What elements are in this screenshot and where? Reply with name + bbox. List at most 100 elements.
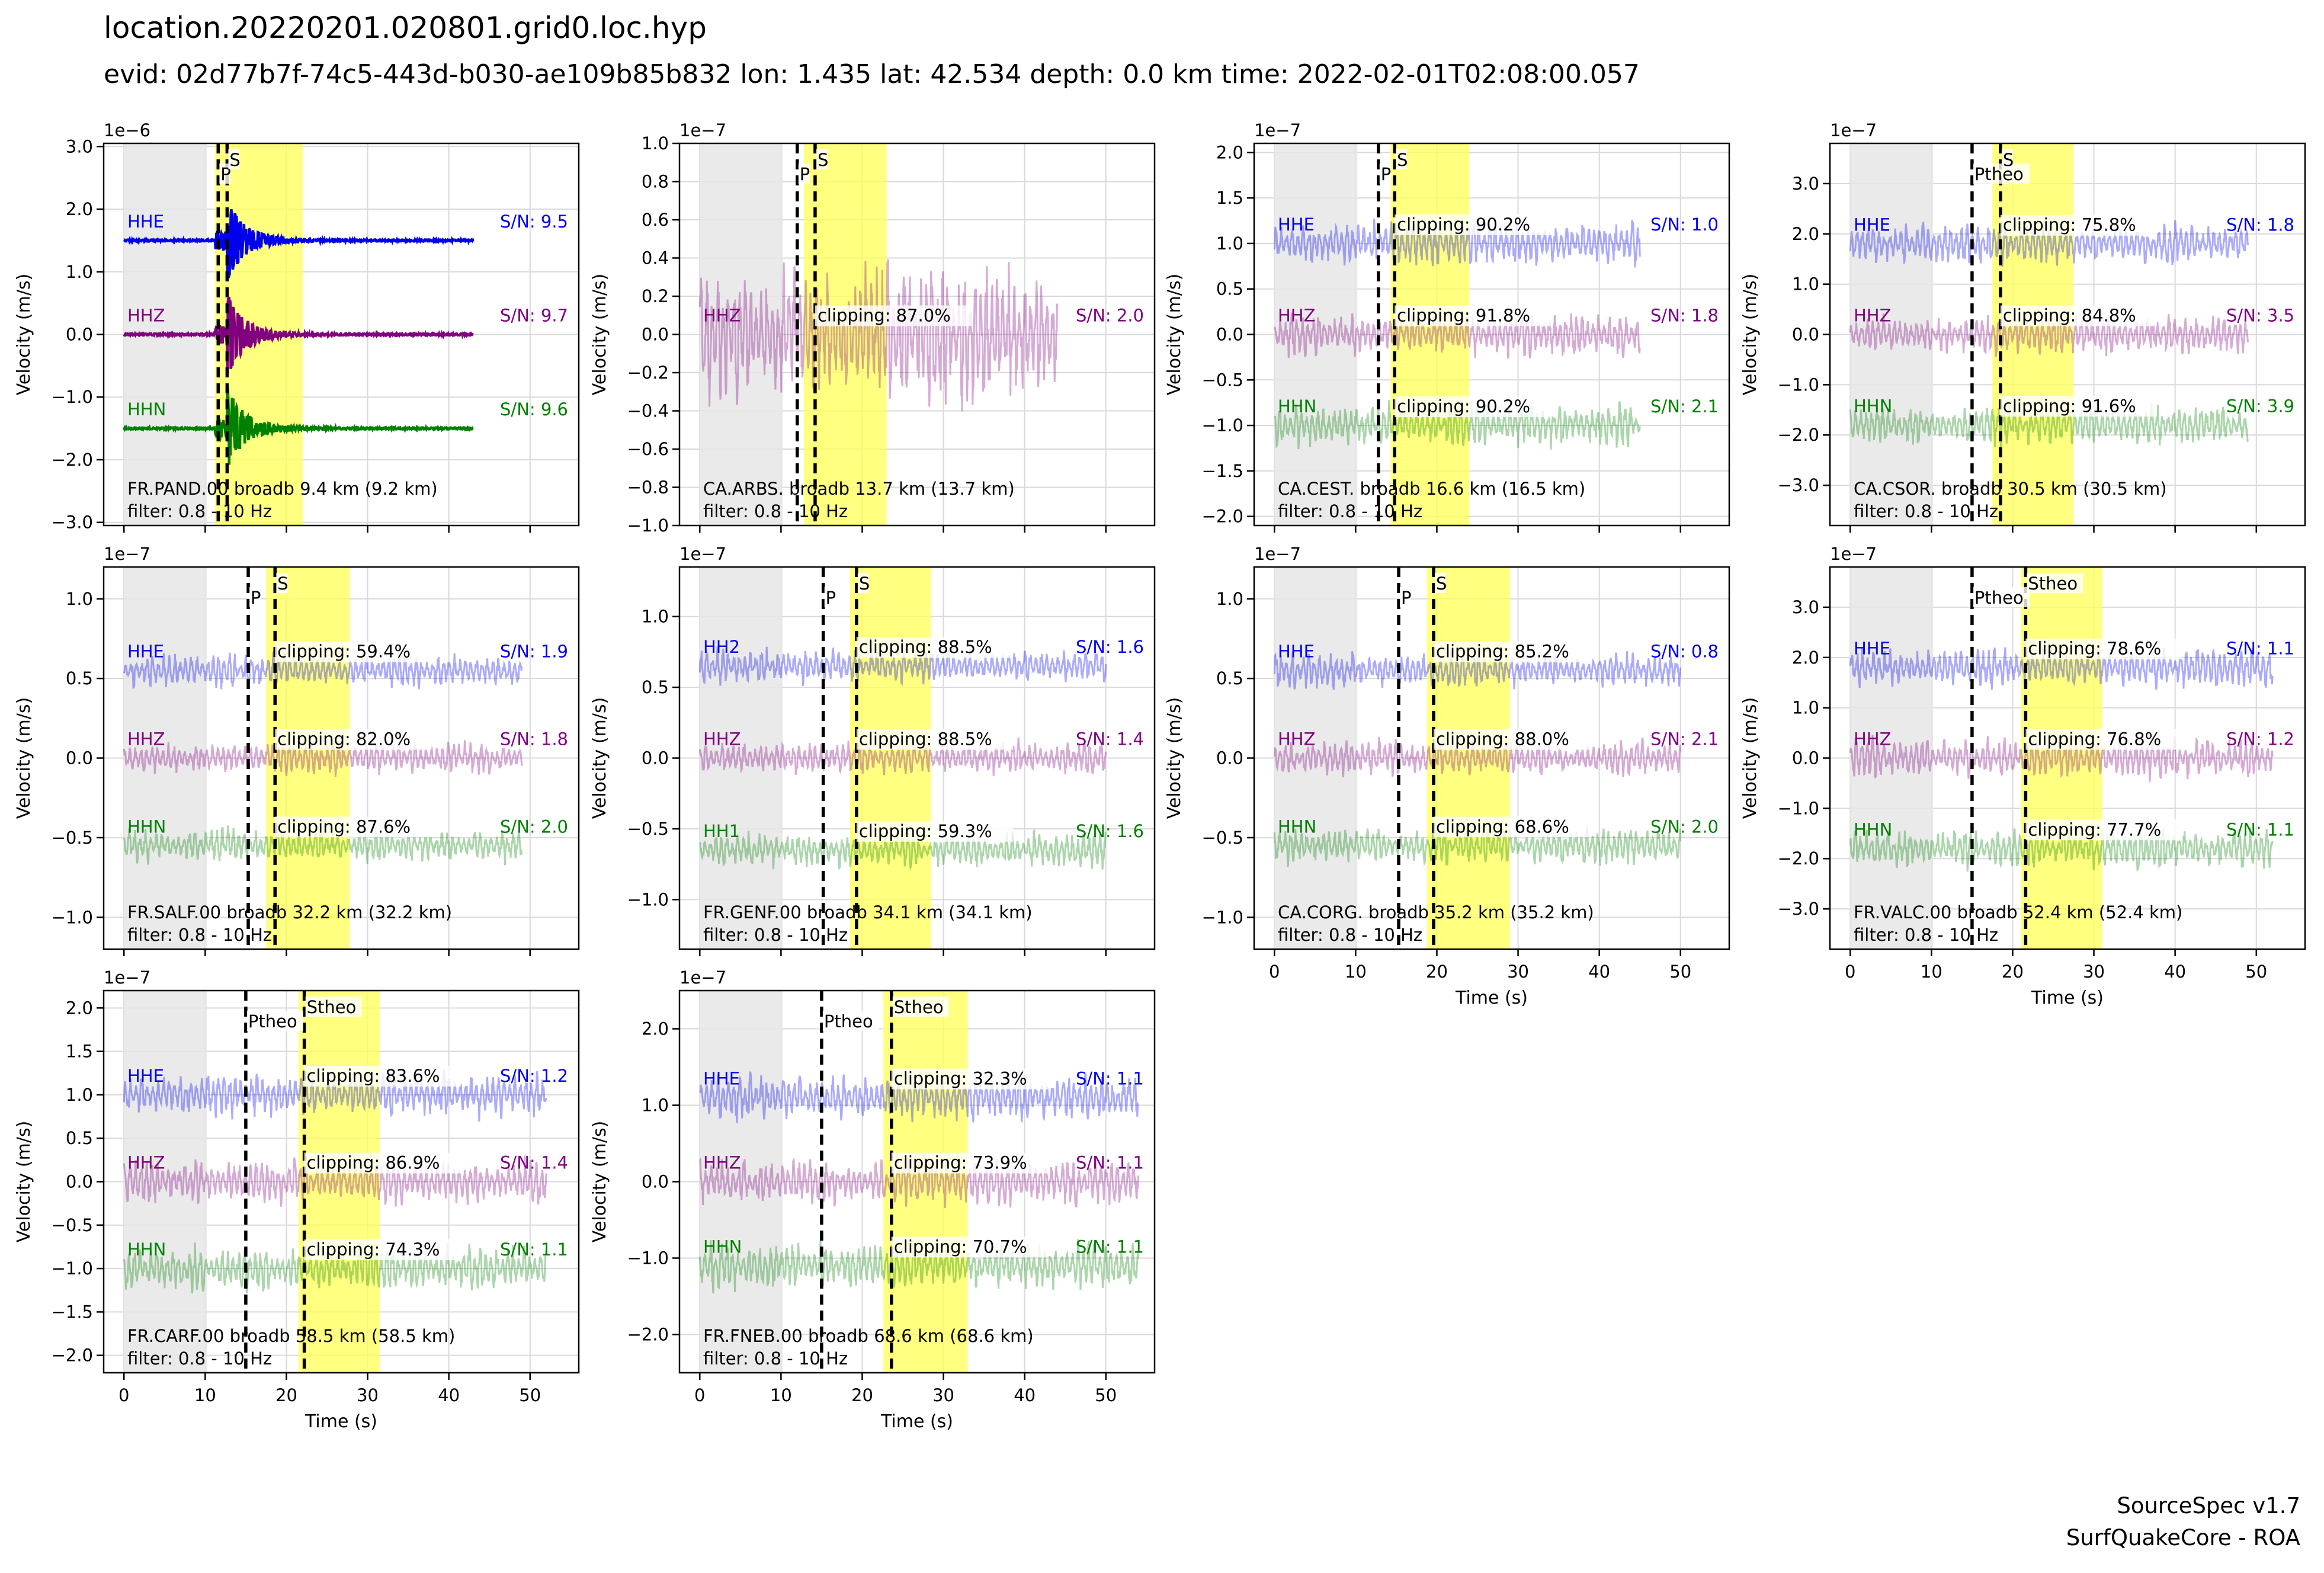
station-label: FR.FNEB.00 broadb 68.6 km (68.6 km) <box>703 1326 1034 1346</box>
x-axis-label: Time (s) <box>1455 988 1528 1008</box>
y-tick-label: 0.0 <box>1792 325 1819 345</box>
y-tick-label: −2.0 <box>627 1325 669 1345</box>
x-tick-label: 20 <box>275 1385 297 1405</box>
scale-label: 1e−7 <box>1254 120 1301 140</box>
channel-label: HHN <box>1854 396 1892 416</box>
y-axis-label: Velocity (m/s) <box>589 1121 610 1243</box>
filter-label: filter: 0.8 - 10 Hz <box>703 1348 848 1369</box>
clipping-label: clipping: 77.7% <box>2028 819 2161 840</box>
y-tick-label: −1.0 <box>1202 907 1243 927</box>
x-tick-label: 50 <box>519 1385 541 1405</box>
x-tick-label: 40 <box>1014 1385 1036 1405</box>
trace-hhe <box>1273 651 1682 690</box>
y-tick-label: 0.5 <box>1216 279 1243 299</box>
clipping-label: clipping: 68.6% <box>1436 816 1569 837</box>
trace-hhe <box>699 1071 1139 1123</box>
clipping-label: clipping: 86.9% <box>307 1153 440 1173</box>
y-tick-label: 0.5 <box>66 668 93 688</box>
filter-label: filter: 0.8 - 10 Hz <box>1278 501 1422 521</box>
clipping-label: clipping: 83.6% <box>307 1066 440 1086</box>
trace-hhz <box>123 296 474 373</box>
y-tick-label: 1.0 <box>1216 233 1243 254</box>
clipping-label-bg <box>815 305 972 326</box>
trace-hhe <box>1849 647 2274 690</box>
clipping-label: clipping: 32.3% <box>894 1069 1027 1089</box>
clipping-label-bg <box>856 821 1013 842</box>
signal-window <box>1992 143 2074 526</box>
y-tick-label: 1.0 <box>66 1085 93 1105</box>
sn-label: S/N: 2.1 <box>1650 396 1719 417</box>
station-label: FR.SALF.00 broadb 32.2 km (32.2 km) <box>127 902 452 922</box>
y-tick-label: 0.0 <box>66 1172 93 1192</box>
signal-window <box>299 991 380 1373</box>
chart-panel-9: −2.0 −1.5 −1.0 −0.5 0.0 0.5 1.0 1.5 2.0 0 10 20 30 40… <box>14 967 580 1432</box>
x-tick-label: 10 <box>1921 962 1942 982</box>
pick-label-bg <box>1973 164 2030 184</box>
x-tick-label: 0 <box>1269 962 1280 982</box>
pick-label-bg <box>246 1011 303 1031</box>
figure-subtitle: evid: 02d77b7f-74c5-443d-b030-ae109b85b8… <box>104 59 1640 89</box>
figure-title: location.20220201.020801.grid0.loc.hyp <box>104 11 707 45</box>
trace-hhe <box>1273 219 1641 268</box>
noise-window <box>1850 567 1934 949</box>
channel-label: HHN <box>127 399 166 419</box>
y-tick-label: −0.4 <box>627 401 669 421</box>
chart-panel-10: −2.0 −1.0 0.0 1.0 2.0 0 10 20 30 40 50 Time (s) Velo… <box>589 967 1156 1432</box>
channel-label: HHE <box>1278 642 1315 662</box>
sn-label: S/N: 1.0 <box>1650 214 1719 235</box>
clipping-label: clipping: 82.0% <box>277 729 411 749</box>
clipping-label: clipping: 70.7% <box>894 1236 1027 1257</box>
sn-label: S/N: 2.0 <box>500 816 568 837</box>
pick-label-ptheo: Ptheo <box>1974 588 2024 608</box>
sn-label: S/N: 3.9 <box>2226 396 2294 416</box>
sn-label: S/N: 1.1 <box>500 1239 568 1260</box>
clipping-label: clipping: 91.8% <box>1397 306 1530 326</box>
sn-label: S/N: 1.4 <box>1076 729 1144 749</box>
y-tick-label: 0.0 <box>1216 325 1243 345</box>
y-tick-label: −1.0 <box>627 1248 669 1268</box>
y-axis-label: Velocity (m/s) <box>1740 274 1761 396</box>
channel-label: HHZ <box>1278 306 1315 326</box>
trace-hhn <box>123 386 474 465</box>
y-tick-label: 0.0 <box>642 1172 669 1192</box>
trace-hhz <box>123 740 523 777</box>
pick-label-bg <box>1396 149 1408 169</box>
channel-label: HHN <box>127 1239 166 1260</box>
channel-label: HHE <box>127 212 164 232</box>
trace-hhn <box>1849 824 2274 872</box>
sn-label: S/N: 1.6 <box>1076 637 1144 657</box>
channel-label: HHE <box>703 1069 740 1089</box>
pick-label-s: S <box>229 150 240 170</box>
clipping-label-bg <box>1395 396 1552 418</box>
pick-label-s: S <box>859 574 870 594</box>
pick-label-s: S <box>2003 150 2014 170</box>
y-tick-label: −1.0 <box>52 907 93 927</box>
scale-label: 1e−6 <box>104 120 150 140</box>
pick-label-p: P <box>1401 588 1412 608</box>
y-tick-label: 1.0 <box>1792 274 1819 294</box>
x-tick-label: 10 <box>194 1385 216 1405</box>
scale-label: 1e−7 <box>104 967 150 988</box>
channel-label: HHZ <box>1278 729 1315 749</box>
y-tick-label: −1.0 <box>52 1258 93 1279</box>
pick-label-bg <box>798 164 810 184</box>
y-axis-label: Velocity (m/s) <box>589 697 610 819</box>
noise-window <box>1274 567 1358 949</box>
pick-label-p: P <box>826 588 836 608</box>
x-tick-label: 30 <box>2083 962 2105 982</box>
pick-label-bg <box>1400 587 1412 607</box>
y-tick-label: −0.5 <box>1202 828 1243 848</box>
y-tick-label: 2.0 <box>66 199 93 219</box>
y-tick-label: 1.5 <box>66 1042 93 1062</box>
y-tick-label: 0.5 <box>1216 668 1243 688</box>
pick-label-bg <box>816 149 828 169</box>
x-tick-label: 20 <box>851 1385 873 1405</box>
x-tick-label: 40 <box>438 1385 460 1405</box>
clipping-label-bg <box>856 637 1013 658</box>
y-tick-label: 2.0 <box>1216 142 1243 162</box>
clipping-label-bg <box>2025 819 2182 841</box>
clipping-label: clipping: 73.9% <box>894 1153 1027 1173</box>
y-tick-label: 3.0 <box>66 136 93 156</box>
x-tick-label: 10 <box>1345 962 1367 982</box>
y-tick-label: 0.0 <box>1216 748 1243 768</box>
